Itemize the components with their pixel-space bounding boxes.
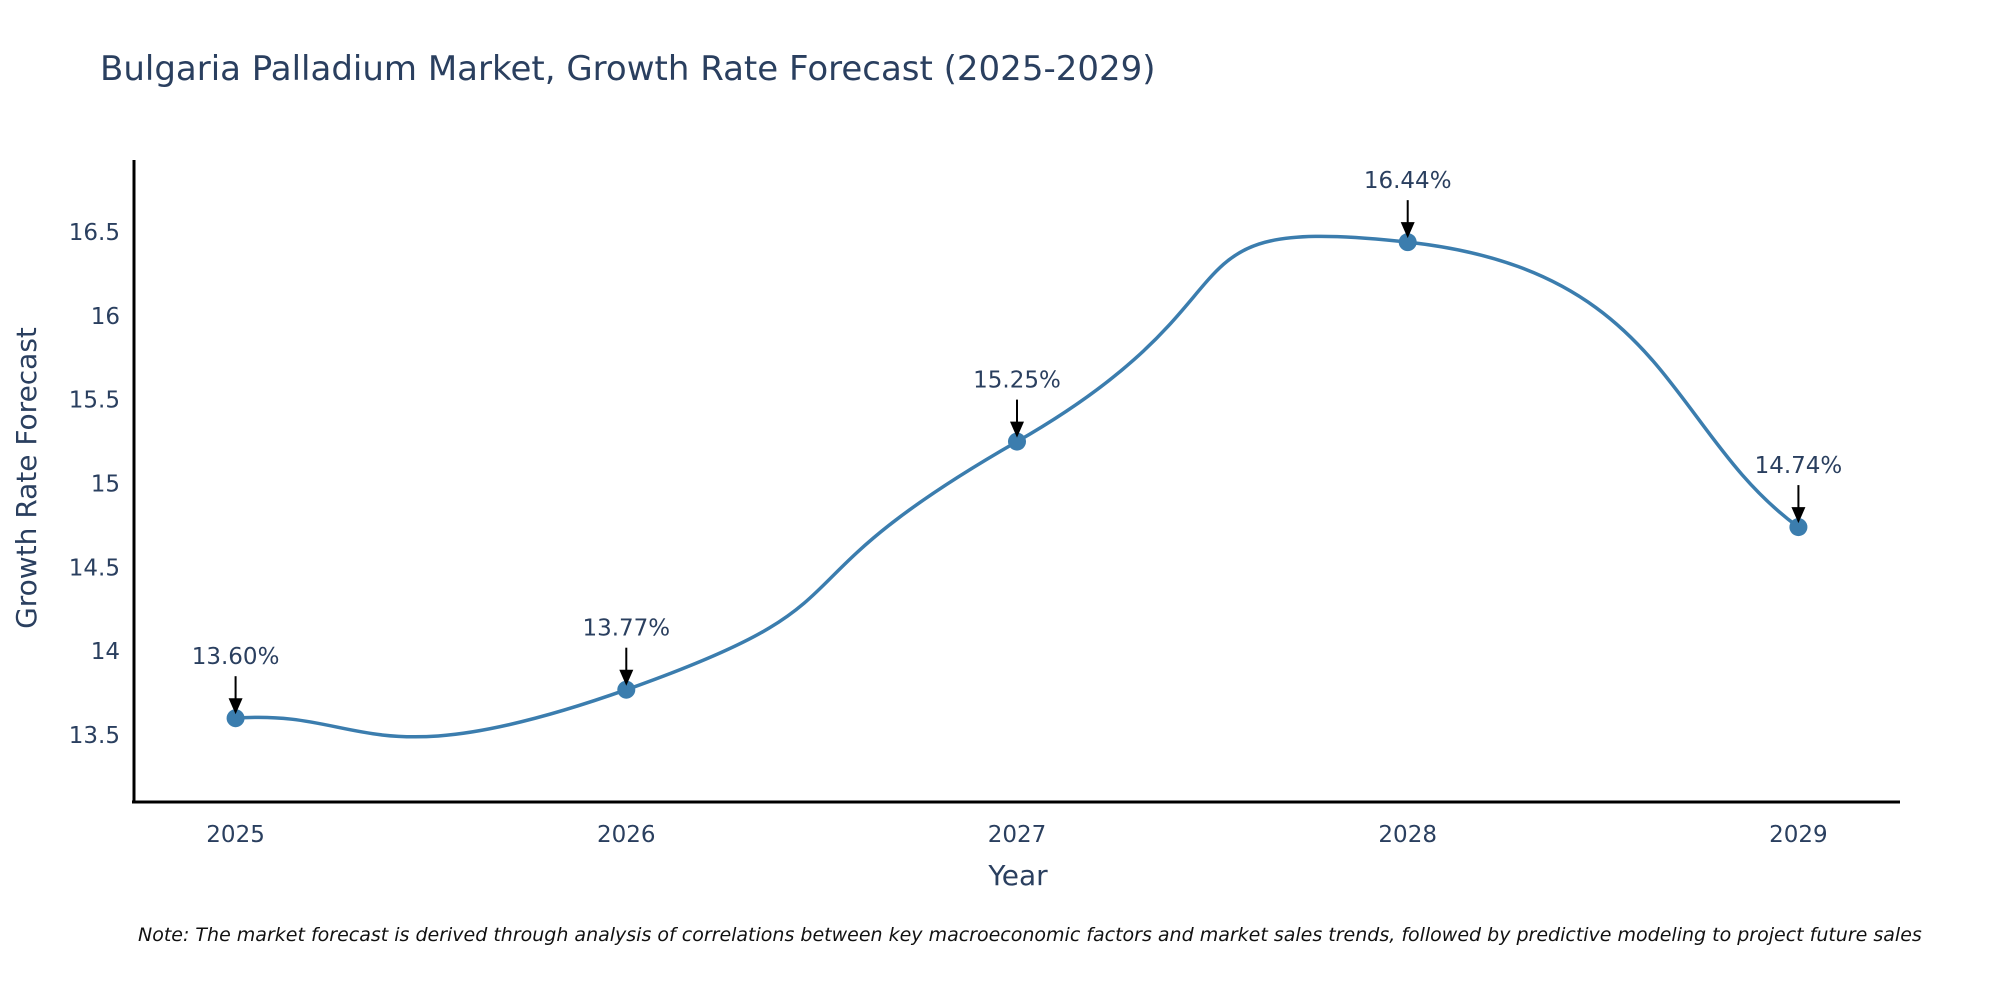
x-tick-label: 2028 bbox=[1378, 822, 1437, 848]
data-point bbox=[1008, 432, 1026, 451]
chart-title: Bulgaria Palladium Market, Growth Rate F… bbox=[100, 49, 1156, 89]
y-tick-label: 14.5 bbox=[69, 555, 120, 581]
annotation-arrow-head bbox=[1400, 222, 1415, 239]
data-label: 13.77% bbox=[582, 616, 670, 642]
data-label: 15.25% bbox=[973, 368, 1061, 394]
annotation-arrow-head bbox=[619, 669, 634, 686]
y-tick-label: 16.5 bbox=[69, 220, 120, 246]
x-tick-label: 2025 bbox=[206, 822, 265, 848]
annotation-arrow-head bbox=[1791, 507, 1806, 524]
y-tick-label: 15 bbox=[91, 472, 120, 498]
data-label: 16.44% bbox=[1364, 168, 1452, 194]
plot-area: 13.5 14 14.5 15 15.5 16 16.5 2025 2026 2027 2028 20… bbox=[69, 168, 1842, 848]
x-axis-title: Year bbox=[987, 859, 1048, 892]
y-tick-label: 13.5 bbox=[69, 723, 120, 749]
x-tick-label: 2026 bbox=[597, 822, 656, 848]
data-label: 13.60% bbox=[192, 644, 280, 670]
annotation-arrow-head bbox=[1010, 421, 1024, 438]
series-line bbox=[235, 234, 1800, 739]
y-tick-label: 14 bbox=[91, 639, 120, 665]
y-tick-label: 16 bbox=[91, 304, 120, 330]
data-point bbox=[1789, 518, 1808, 537]
data-point bbox=[1398, 233, 1417, 252]
chart-note: Note: The market forecast is derived thr… bbox=[138, 924, 1922, 946]
y-axis-title: Growth Rate Forecast bbox=[10, 327, 43, 629]
annotation-arrow-head bbox=[228, 698, 243, 715]
data-point bbox=[617, 680, 636, 699]
data-point bbox=[226, 709, 245, 728]
y-tick-label: 15.5 bbox=[69, 388, 120, 414]
x-tick-label: 2029 bbox=[1769, 822, 1828, 848]
x-tick-label: 2027 bbox=[988, 822, 1047, 848]
data-label: 14.74% bbox=[1755, 453, 1843, 479]
